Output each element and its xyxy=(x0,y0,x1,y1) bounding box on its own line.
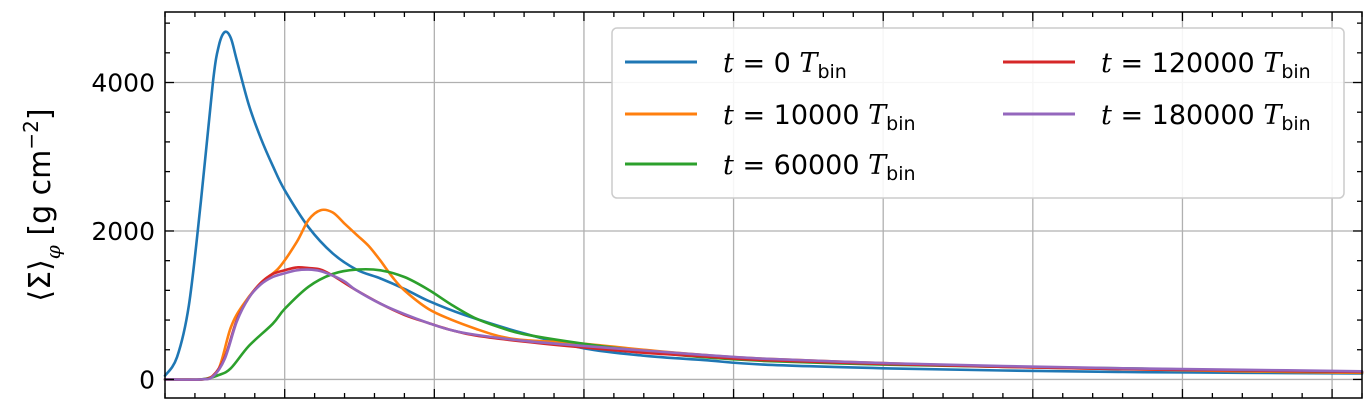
series-line-4 xyxy=(163,268,1364,381)
legend-item-0: t = 0 Tbin xyxy=(625,48,847,83)
legend-item-1: t = 10000 Tbin xyxy=(625,100,916,135)
y-tick-label: 2000 xyxy=(91,217,155,246)
ylabel-subscript: φ xyxy=(41,245,65,259)
legend-item-3: t = 120000 Tbin xyxy=(1003,48,1311,83)
legend-label: t = 120000 Tbin xyxy=(1101,48,1311,83)
legend-label: t = 180000 Tbin xyxy=(1101,100,1311,135)
y-tick-labels: 0 2000 4000 xyxy=(91,69,155,395)
legend: t = 0 Tbin t = 10000 Tbin t = 60000 Tbin t … xyxy=(611,27,1345,199)
svg-text:⟨Σ⟩φ [g cm−2]: ⟨Σ⟩φ [g cm−2] xyxy=(19,108,65,301)
legend-label: t = 60000 Tbin xyxy=(723,150,916,185)
ylabel-quantity: ⟨Σ⟩ xyxy=(23,259,58,301)
legend-item-2: t = 60000 Tbin xyxy=(625,150,916,185)
y-axis-label: ⟨Σ⟩φ [g cm−2] xyxy=(19,108,65,301)
legend-label: t = 0 Tbin xyxy=(723,48,847,83)
legend-label: t = 10000 Tbin xyxy=(723,100,916,135)
legend-item-4: t = 180000 Tbin xyxy=(1003,100,1311,135)
legend-box xyxy=(611,27,1345,199)
y-tick-label: 4000 xyxy=(91,69,155,98)
ylabel-unit: g cm xyxy=(23,150,58,224)
y-tick-label: 0 xyxy=(139,365,155,394)
series-lines xyxy=(163,30,1364,382)
ylabel-unit-exp: −2 xyxy=(19,120,43,149)
plot-frame xyxy=(164,11,1363,399)
